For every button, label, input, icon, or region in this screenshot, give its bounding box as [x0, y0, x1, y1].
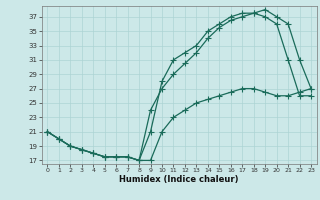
X-axis label: Humidex (Indice chaleur): Humidex (Indice chaleur) — [119, 175, 239, 184]
